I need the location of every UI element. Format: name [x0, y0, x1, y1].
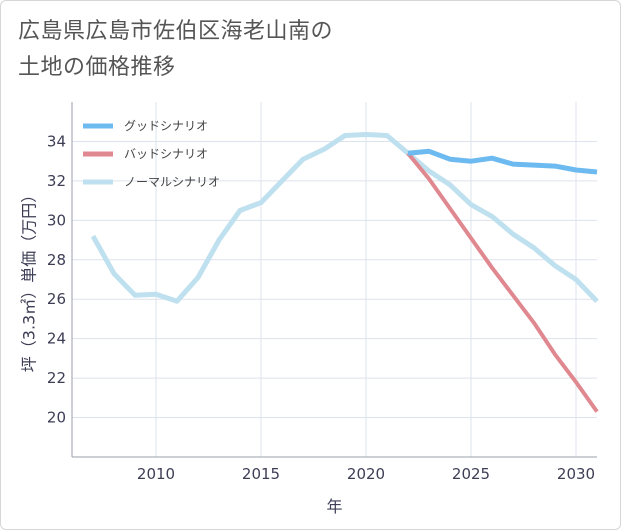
y-tick-label-6: 32 — [47, 172, 66, 190]
y-tick-label-1: 22 — [47, 369, 66, 387]
y-tick-label-2: 24 — [47, 330, 66, 348]
axes — [71, 102, 597, 458]
x-tick-label-2: 2020 — [347, 465, 385, 483]
x-tick-label-4: 2030 — [557, 465, 595, 483]
series-line-2 — [90, 132, 599, 304]
series-line-0 — [407, 148, 598, 175]
y-tick-label-4: 28 — [47, 251, 66, 269]
chart-title: 広島県広島市佐伯区海老山南の 土地の価格推移 — [18, 14, 333, 86]
series-line-1 — [406, 152, 599, 413]
x-axis-label: 年 — [326, 497, 342, 516]
series-lines — [90, 132, 599, 413]
y-tick-label-7: 34 — [47, 132, 66, 150]
y-tick-label-3: 26 — [47, 290, 66, 308]
legend-label-2[interactable]: ノーマルシナリオ — [124, 175, 220, 189]
legend-label-1[interactable]: バッドシナリオ — [124, 147, 208, 161]
chart-title-line-1: 広島県広島市佐伯区海老山南の — [18, 19, 334, 44]
y-axis-label: 坪（3.3㎡）単価（万円） — [20, 187, 39, 372]
legend-label-0[interactable]: グッドシナリオ — [124, 119, 208, 133]
chart-title-line-2: 土地の価格推移 — [18, 55, 176, 80]
x-tick-label-3: 2025 — [452, 465, 490, 483]
tick-labels: 20 22 24 26 28 30 32 34 2010 2015 2020 2025 2030 — [47, 132, 595, 483]
y-tick-label-0: 20 — [47, 409, 66, 427]
y-tick-label-5: 30 — [47, 211, 66, 229]
x-tick-label-1: 2015 — [242, 465, 280, 483]
x-tick-label-0: 2010 — [137, 465, 175, 483]
